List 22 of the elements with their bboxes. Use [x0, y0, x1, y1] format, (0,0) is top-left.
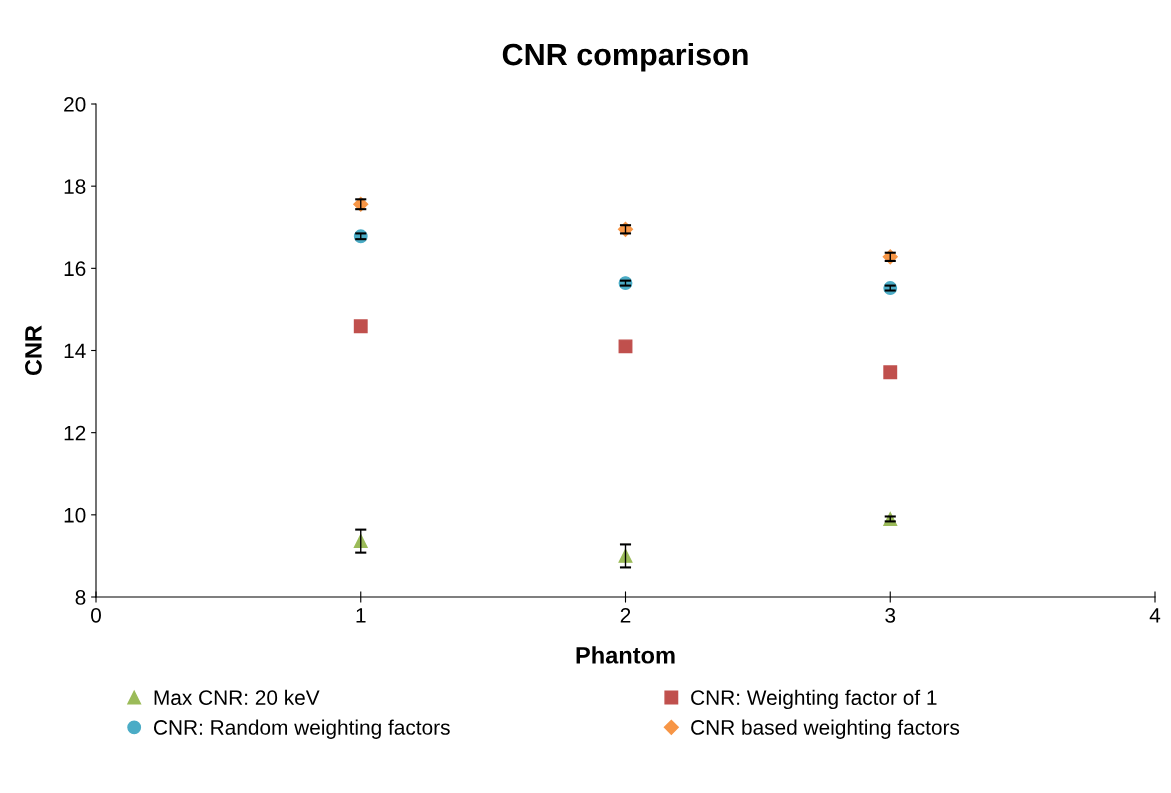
x-tick-label: 3: [885, 607, 896, 623]
y-tick-label: 8: [75, 590, 86, 605]
legend-label: CNR: Random weighting factors: [153, 719, 450, 739]
y-tick-label: 10: [64, 507, 86, 523]
point: [618, 339, 633, 354]
y-tick-label: 12: [64, 425, 86, 441]
y-tick-label: 14: [64, 343, 86, 359]
legend-label: CNR: Weighting factor of 1: [691, 689, 937, 710]
x-axis-title: Phantom: [576, 646, 675, 664]
x-tick-label: 1: [356, 608, 366, 623]
legend-label: Max CNR: 20 keV: [154, 689, 320, 705]
chart-title: CNR comparison: [502, 42, 748, 72]
y-tick-label: 16: [64, 261, 86, 277]
x-tick-label: 4: [1149, 608, 1161, 623]
y-axis-title: CNR: [25, 325, 42, 376]
y-tick-label: 18: [64, 179, 86, 194]
legend-label: CNR based weighting factors: [691, 719, 960, 739]
point: [353, 319, 368, 334]
point: [883, 365, 898, 380]
x-tick-label: 0: [91, 607, 101, 623]
y-tick-label: 20: [64, 97, 86, 112]
x-tick-label: 2: [620, 607, 631, 623]
